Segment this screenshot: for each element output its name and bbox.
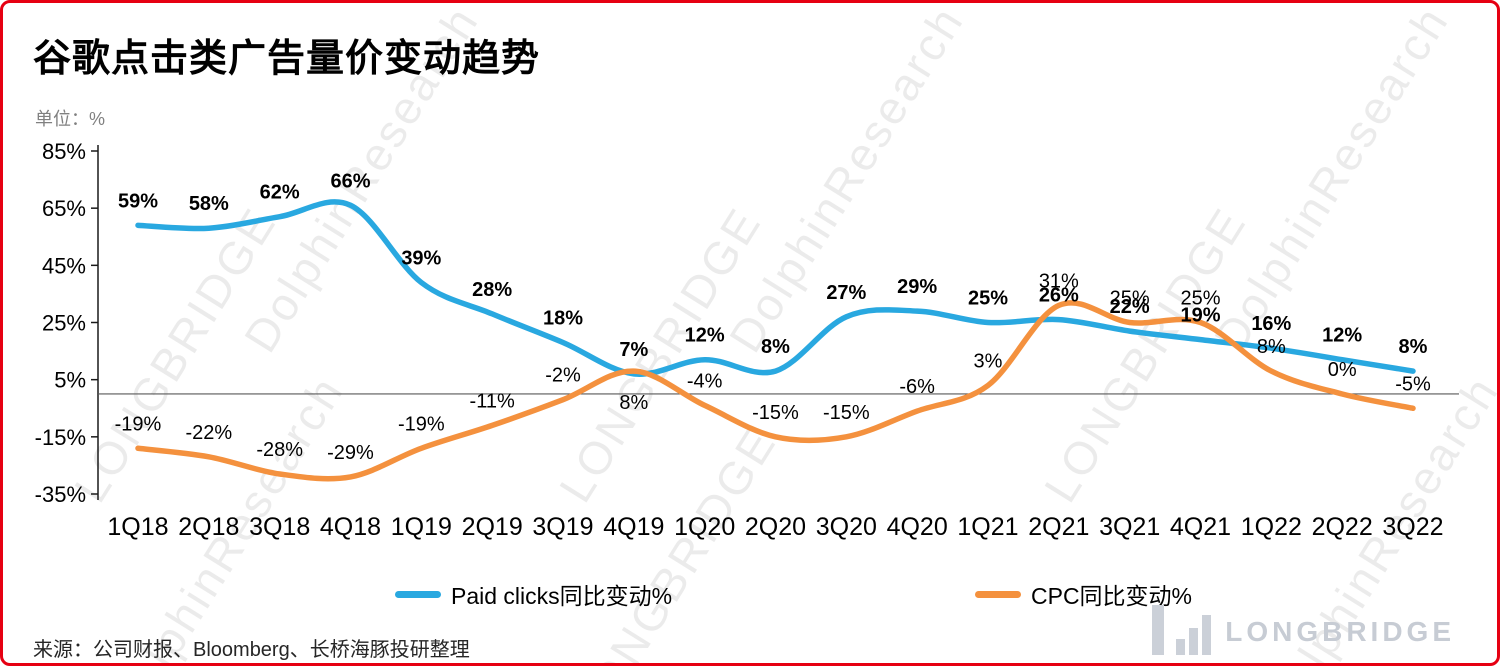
legend-item-paid-clicks: Paid clicks同比变动% xyxy=(395,577,672,611)
legend-swatch-cpc-icon xyxy=(975,590,1021,598)
x-tick-label: 3Q18 xyxy=(249,513,310,541)
data-label-paid-clicks: 18% xyxy=(543,308,583,330)
data-label-paid-clicks: 16% xyxy=(1251,313,1291,335)
x-tick-label: 1Q21 xyxy=(957,513,1018,541)
data-label-cpc: -19% xyxy=(398,413,445,435)
data-label-paid-clicks: 12% xyxy=(1322,325,1362,347)
legend-swatch-paid-clicks-icon xyxy=(395,590,441,598)
line-chart: 85% 65% 45% 25% 5% -15% -35% 1Q18 2Q18 3Q18 4Q18 1Q… xyxy=(35,139,1459,541)
x-tick-label: 2Q20 xyxy=(745,513,806,541)
y-tick-label: -15% xyxy=(35,425,86,450)
data-label-cpc: -6% xyxy=(899,376,935,398)
data-label-paid-clicks: 58% xyxy=(189,193,229,215)
x-tick-label: 3Q19 xyxy=(532,513,593,541)
x-tick-label: 2Q21 xyxy=(1028,513,1089,541)
x-tick-label: 2Q19 xyxy=(462,513,523,541)
data-label-paid-clicks: 66% xyxy=(330,170,370,192)
data-label-cpc: 8% xyxy=(1257,336,1286,358)
y-tick-label: 25% xyxy=(42,311,86,336)
data-label-paid-clicks: 39% xyxy=(401,247,441,269)
x-tick-label: 1Q22 xyxy=(1241,513,1302,541)
y-tick-label: 65% xyxy=(42,196,86,221)
data-label-cpc: 0% xyxy=(1328,359,1357,381)
x-tick-label: 1Q20 xyxy=(674,513,735,541)
x-tick-label: 4Q19 xyxy=(603,513,664,541)
data-label-cpc: -15% xyxy=(823,402,870,424)
series-line-paid-clicks xyxy=(135,199,1416,377)
source-note: 来源：公司财报、Bloomberg、长桥海豚投研整理 xyxy=(33,639,470,661)
legend: Paid clicks同比变动% CPC同比变动% xyxy=(3,577,1497,611)
data-label-cpc: -4% xyxy=(687,370,723,392)
legend-label-cpc: CPC同比变动% xyxy=(1031,583,1193,609)
logo-wordmark: LONGBRIDGE xyxy=(1225,616,1455,647)
x-tick-label: 2Q18 xyxy=(178,513,239,541)
data-label-cpc: -29% xyxy=(327,442,374,464)
data-label-paid-clicks: 19% xyxy=(1180,305,1220,327)
y-tick-label: 5% xyxy=(54,368,86,393)
x-tick-label: 4Q21 xyxy=(1170,513,1231,541)
data-label-cpc: -2% xyxy=(545,365,581,387)
data-label-paid-clicks: 29% xyxy=(897,276,937,298)
data-label-paid-clicks: 22% xyxy=(1110,296,1150,318)
x-tick-label: 3Q20 xyxy=(816,513,877,541)
data-label-paid-clicks: 62% xyxy=(260,182,300,204)
data-label-cpc: -19% xyxy=(115,413,162,435)
data-label-cpc: 8% xyxy=(619,392,648,414)
data-label-paid-clicks: 27% xyxy=(826,282,866,304)
data-label-cpc: -5% xyxy=(1395,373,1431,395)
x-tick-label: 4Q20 xyxy=(887,513,948,541)
x-tick-label: 1Q19 xyxy=(391,513,452,541)
y-tick-label: 85% xyxy=(42,139,86,164)
data-label-cpc: 31% xyxy=(1039,270,1079,292)
data-label-paid-clicks: 25% xyxy=(968,288,1008,310)
data-label-paid-clicks: 12% xyxy=(685,325,725,347)
longbridge-logo: LONGBRIDGE xyxy=(1152,605,1455,655)
data-label-cpc: -15% xyxy=(752,402,799,424)
data-label-paid-clicks: 8% xyxy=(1399,336,1428,358)
x-tick-label: 4Q18 xyxy=(320,513,381,541)
chart-title: 谷歌点击类广告量价变动趋势 xyxy=(33,38,541,80)
x-tick-label: 3Q21 xyxy=(1099,513,1160,541)
data-label-cpc: 25% xyxy=(1110,288,1150,310)
data-label-paid-clicks: 28% xyxy=(472,279,512,301)
data-label-paid-clicks: 26% xyxy=(1039,285,1079,307)
y-tick-label: 45% xyxy=(42,253,86,278)
data-label-paid-clicks: 7% xyxy=(619,339,648,361)
series-line-cpc xyxy=(135,300,1416,482)
legend-label-paid-clicks: Paid clicks同比变动% xyxy=(451,583,673,609)
legend-item-cpc: CPC同比变动% xyxy=(975,577,1192,611)
data-label-paid-clicks: 59% xyxy=(118,190,158,212)
unit-label: 单位：% xyxy=(35,109,106,129)
data-label-paid-clicks: 8% xyxy=(761,336,790,358)
data-label-cpc: 3% xyxy=(974,350,1003,372)
data-label-cpc: 25% xyxy=(1180,288,1220,310)
x-tick-label: 3Q22 xyxy=(1382,513,1443,541)
logo-barchart-icon xyxy=(1176,615,1212,655)
y-tick-label: -35% xyxy=(35,482,86,507)
x-tick-label: 1Q18 xyxy=(107,513,168,541)
data-label-cpc: -11% xyxy=(470,390,515,412)
logo-bar-icon xyxy=(1152,605,1165,655)
data-label-cpc: -28% xyxy=(256,439,303,461)
x-tick-label: 2Q22 xyxy=(1312,513,1373,541)
data-label-cpc: -22% xyxy=(185,422,232,444)
